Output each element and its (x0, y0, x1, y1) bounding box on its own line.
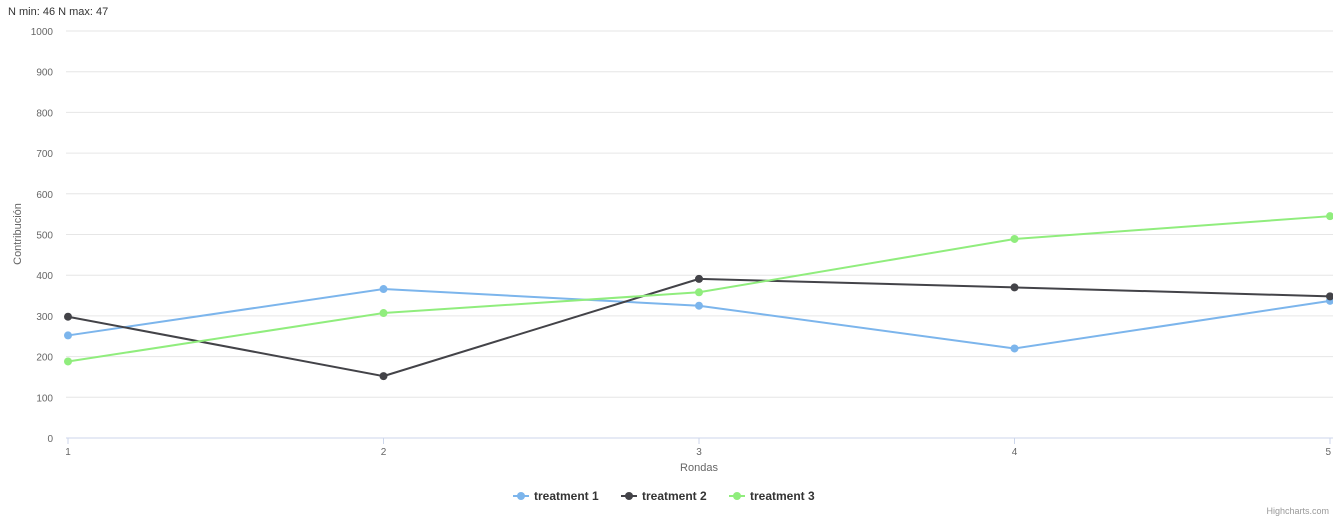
legend-marker (625, 492, 633, 500)
x-tick-label: 1 (65, 447, 71, 458)
x-tick-label: 5 (1325, 447, 1331, 458)
data-point (379, 372, 388, 381)
data-point (695, 288, 703, 297)
x-axis-title: Rondas (680, 462, 718, 474)
legend-marker (733, 492, 741, 500)
y-axis-title: Contribución (12, 203, 24, 265)
legend-item-2[interactable]: treatment 2 (621, 489, 707, 503)
data-point (1326, 212, 1333, 221)
legend-item-1[interactable]: treatment 1 (513, 489, 599, 503)
credits-link[interactable]: Highcharts.com (1266, 506, 1329, 516)
y-tick-label: 800 (36, 108, 53, 119)
data-point (1010, 234, 1019, 243)
grid-lines (66, 30, 1333, 398)
x-axis: 1 2 3 4 5 (65, 437, 1333, 458)
data-point (64, 357, 72, 366)
y-tick-label: 900 (36, 68, 53, 79)
data-point (64, 331, 72, 340)
data-point (695, 274, 703, 283)
y-tick-label: 1000 (31, 27, 54, 38)
series-2 (64, 274, 1333, 381)
data-point (64, 312, 72, 321)
series-group (64, 212, 1333, 381)
data-point (695, 301, 703, 310)
legend-marker (517, 492, 525, 500)
chart-subtitle: N min: 46 N max: 47 (8, 6, 109, 18)
data-point (1010, 283, 1019, 292)
y-tick-label: 500 (36, 231, 53, 242)
legend-item-3[interactable]: treatment 3 (729, 489, 815, 503)
legend-label: treatment 2 (642, 489, 707, 503)
y-axis: 0 100 200 300 400 500 600 700 800 900 1000 (31, 27, 54, 445)
data-point (379, 309, 388, 318)
y-tick-label: 300 (36, 312, 53, 323)
series-3 (64, 212, 1333, 366)
legend: treatment 1 treatment 2 treatment 3 (513, 489, 815, 503)
data-point (379, 285, 388, 294)
y-tick-label: 700 (36, 149, 53, 160)
y-tick-label: 0 (47, 434, 53, 445)
legend-label: treatment 1 (534, 489, 599, 503)
x-tick-label: 3 (696, 447, 702, 458)
y-tick-label: 400 (36, 271, 53, 282)
y-tick-label: 100 (36, 393, 53, 404)
y-tick-label: 200 (36, 353, 53, 364)
legend-label: treatment 3 (750, 489, 815, 503)
series-line (67, 288, 1331, 350)
data-point (1326, 292, 1333, 301)
data-point (1010, 344, 1019, 353)
x-tick-label: 4 (1012, 447, 1018, 458)
x-tick-label: 2 (381, 447, 387, 458)
y-tick-label: 600 (36, 190, 53, 201)
